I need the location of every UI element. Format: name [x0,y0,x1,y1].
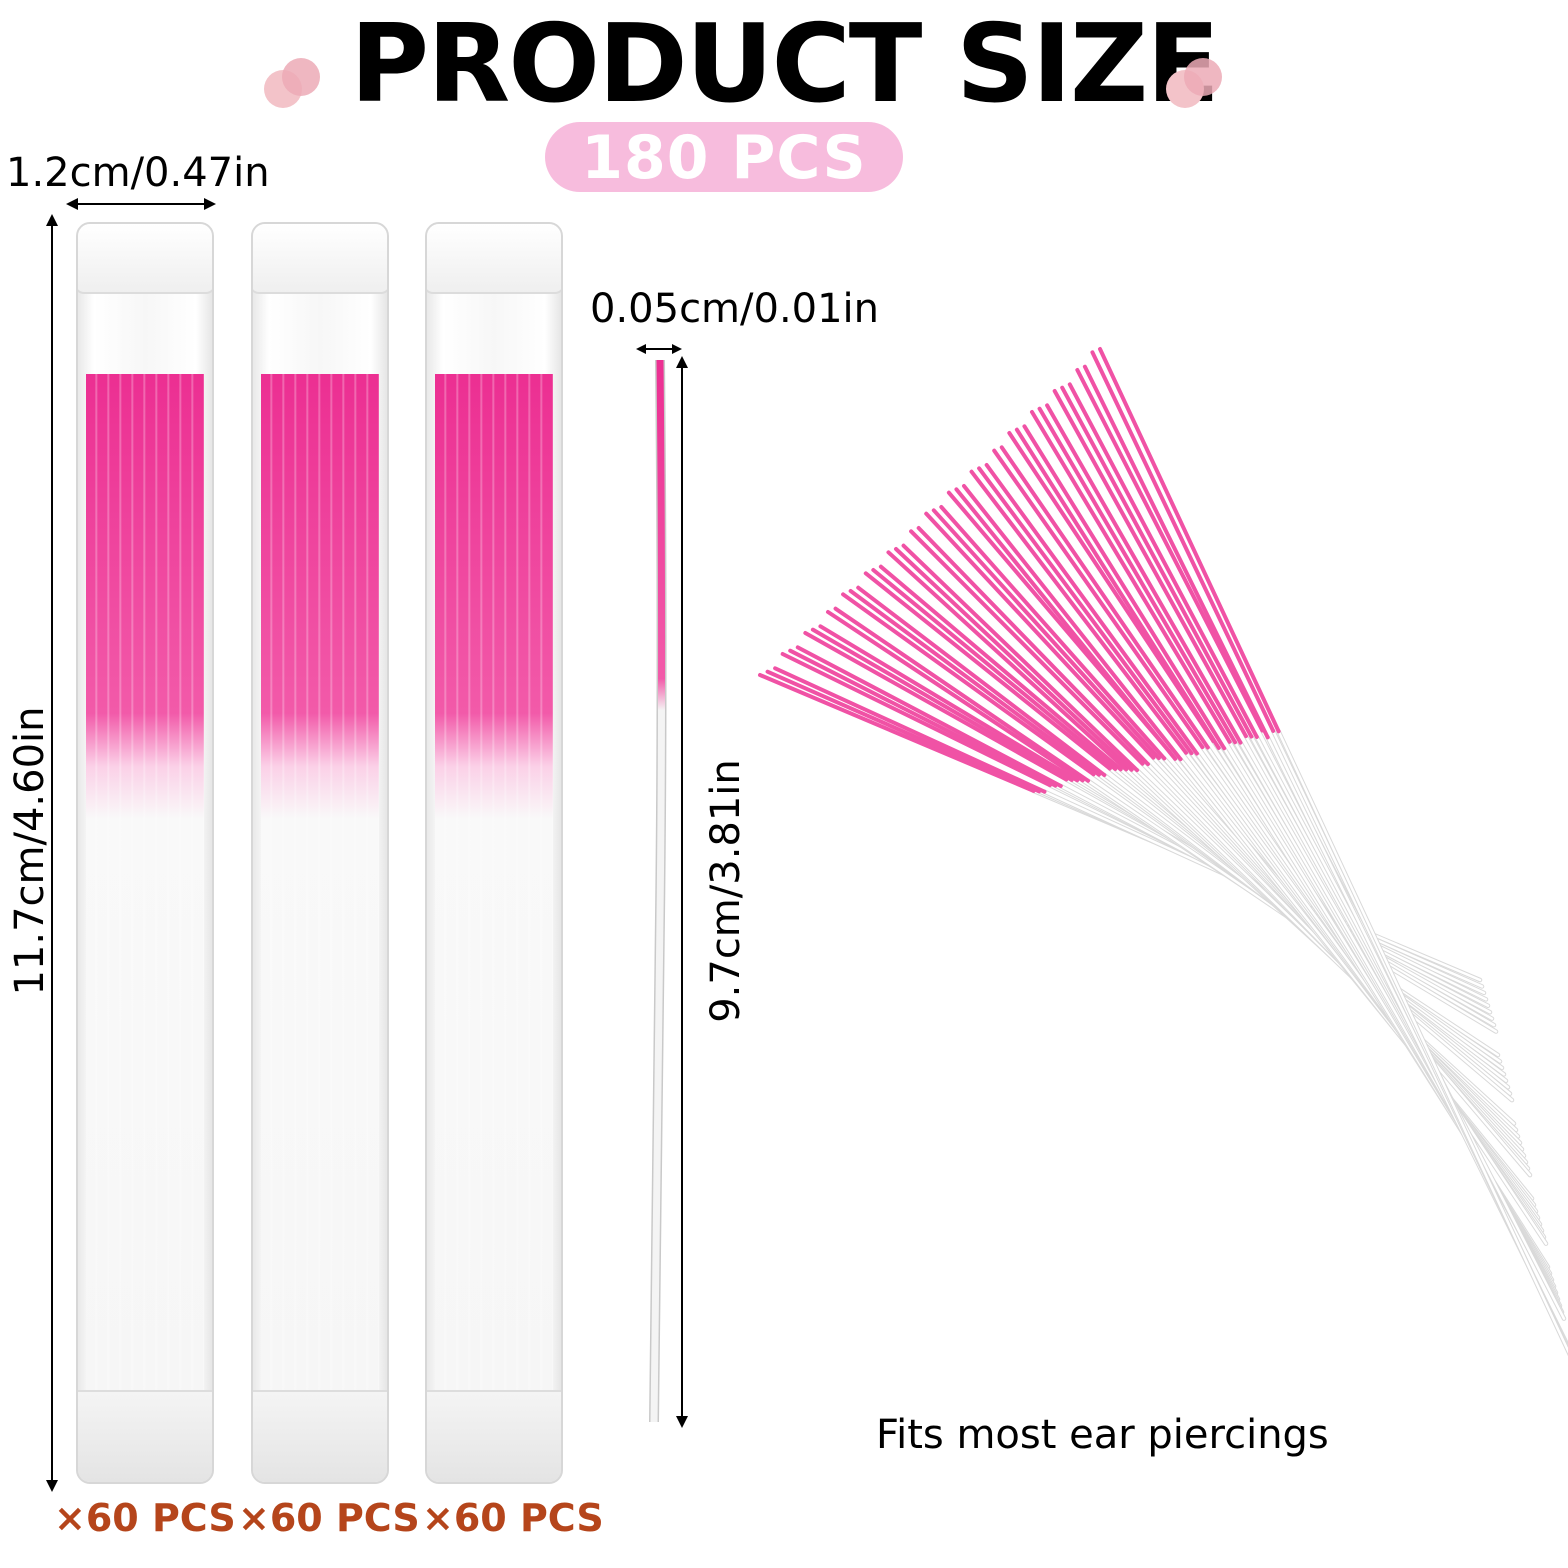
decorative-dots-right [1166,58,1226,108]
thread-pink-tip [1075,368,1265,733]
tube-1-count: ×60 PCS [54,1496,236,1540]
thread-pink-tip [758,673,1036,793]
tube-3 [425,222,563,1484]
tube-2 [251,222,389,1484]
thread-pink-tip [924,511,1156,760]
thread-bundle-illustration [758,347,1568,1357]
total-count-badge: 180 PCS [545,122,903,193]
thread-pink-tip [1060,385,1254,739]
thread-pink-tip [1037,406,1238,745]
thread-pink-tip [1007,431,1216,744]
thread-pink-tip [992,448,1205,750]
thread-pink-tip [1052,389,1248,739]
thread-pink-tip [826,610,1085,783]
thread-pink-tip [833,606,1091,783]
thread-pink-tip [803,631,1069,782]
decorative-dots-left [264,58,324,108]
tube-width-arrow [66,198,216,210]
thread-pink-tip [999,445,1210,750]
tube-height-label: 11.7cm/4.60in [7,706,53,996]
thread-pink-tip [773,666,1047,794]
thread-pink-tip [810,627,1074,782]
thread-pink-tip [818,624,1080,783]
thread-pink-tip [931,508,1161,761]
thread-pink-tip [1090,350,1276,733]
thread-length-arrow [676,356,688,1428]
thread-pink-tip [969,469,1189,755]
page-title: PRODUCT SIZE [349,2,1220,127]
tube-1 [76,222,214,1484]
thread-pink-tip [856,585,1107,778]
thread-pink-tip [1067,382,1259,739]
thread-thickness-arrow [636,344,682,354]
thread-pink-tip [1014,427,1221,750]
thread-pink-tip [848,589,1101,777]
thread-pink-tip [841,592,1096,777]
thread-pink-tip [1045,403,1243,745]
tube-width-label: 1.2cm/0.47in [6,150,270,196]
thread-pink-tip [780,652,1052,788]
thread-pink-tip [1098,347,1281,734]
thread-pink-tip [916,526,1150,767]
thread-pink-tip [886,550,1129,772]
thread-pink-tip [863,571,1112,771]
thread-pink-tip [1082,364,1270,740]
thread-pink-tip [939,505,1167,761]
thread-pink-tip [962,484,1183,762]
thread-pink-tip [871,568,1118,771]
thread-pink-tip [909,529,1145,766]
thread-highlight [1277,730,1568,1354]
tube-3-count: ×60 PCS [422,1496,604,1540]
thread-pink-tip [1022,424,1227,751]
thread-pink-tip [977,466,1194,756]
thread-thickness-label: 0.05cm/0.01in [590,286,880,332]
thread-pink-tip [788,648,1058,788]
thread-pink-tip [765,669,1042,794]
thread-pink-tip [984,463,1199,756]
tube-height-arrow [46,214,58,1492]
thread-pink-tip [795,645,1063,788]
thread-pink-tip [954,487,1178,761]
thread-pink-tip [878,564,1123,772]
fit-caption: Fits most ear piercings [876,1412,1329,1458]
thread-pink-tip [901,543,1140,773]
thread-pink-tip [1030,410,1232,744]
tube-2-count: ×60 PCS [238,1496,420,1540]
thread-pink-tip [894,547,1134,772]
single-thread [649,359,667,1423]
